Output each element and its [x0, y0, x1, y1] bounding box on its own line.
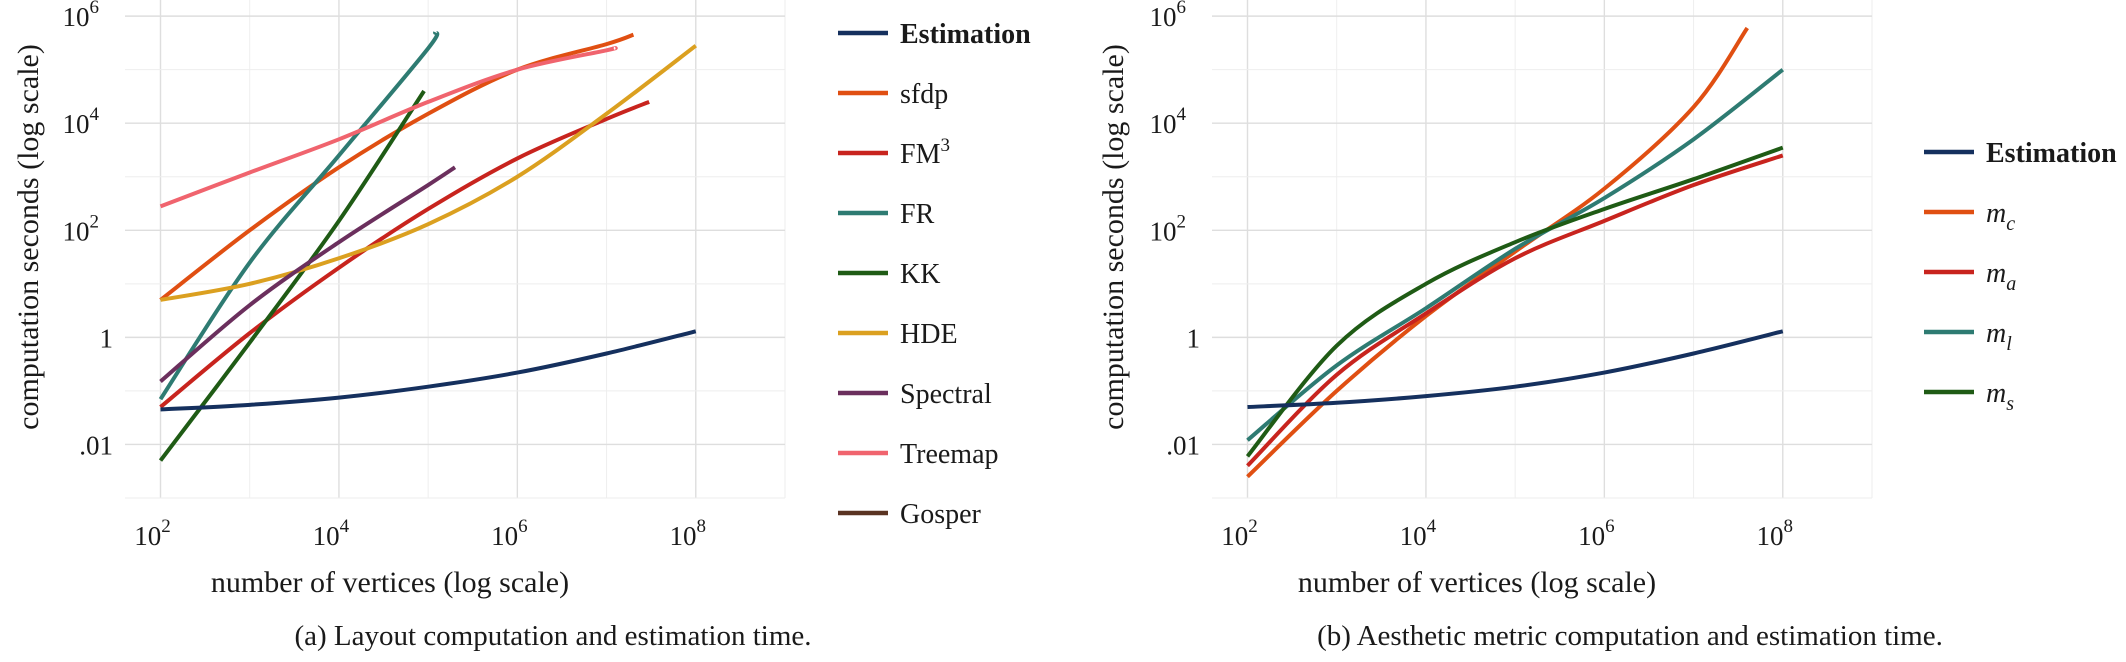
chart-a-y-tick-label: 1 — [100, 323, 114, 353]
chart-b-legend-label-ma: ma — [1986, 258, 2016, 295]
chart-b-legend: Estimation mc ma ml ms — [1924, 138, 2117, 415]
chart-b-x-tick-label: 108 — [1757, 516, 1794, 551]
chart-b-series-lines — [1245, 26, 1785, 479]
chart-b-grid — [1212, 0, 1873, 499]
chart-a-legend: Estimation sfdp FM3 FR KK HDE Spectral Treemap G… — [838, 19, 1031, 530]
chart-a-x-tick-label: 106 — [491, 516, 527, 551]
chart-b-legend-label-estimation: Estimation — [1986, 138, 2117, 169]
chart-a: 102 104 106 108 .01 1 102 104 106 number of verti… — [12, 0, 1031, 652]
chart-a-legend-label-spectral: Spectral — [900, 379, 992, 410]
chart-b-y-tick-label: 104 — [1150, 104, 1187, 139]
chart-a-x-axis-label: number of vertices (log scale) — [211, 566, 569, 599]
chart-a-x-tick-label: 104 — [313, 516, 350, 551]
chart-a-legend-label-fm3: FM3 — [900, 135, 950, 170]
chart-a-series-line-hde — [160, 44, 698, 302]
chart-b-legend-label-mc: mc — [1986, 198, 2015, 235]
chart-b-series-line-ma — [1246, 153, 1784, 468]
chart-a-series-line-estimation — [160, 329, 697, 412]
chart-a-y-tick-label: 104 — [63, 104, 100, 139]
chart-a-grid — [125, 0, 786, 499]
chart-b-y-tick-label: 106 — [1150, 0, 1187, 32]
chart-a-legend-label-fr: FR — [900, 199, 935, 230]
chart-b-series-line-mc — [1246, 26, 1749, 479]
chart-a-legend-label-sfdp: sfdp — [900, 79, 948, 110]
chart-b-legend-label-ms: ms — [1986, 378, 2014, 415]
chart-a-series-line-sfdp — [159, 32, 635, 302]
chart-b-x-tick-label: 106 — [1578, 516, 1615, 551]
chart-a-y-axis-label: computation seconds (log scale) — [12, 44, 45, 430]
chart-a-x-tick-label: 102 — [134, 516, 171, 551]
chart-b-series-line-ms — [1245, 145, 1784, 458]
chart-b: 102 104 106 108 .01 1 102 104 106 number of verti… — [1097, 0, 2117, 652]
chart-b-x-tick-label: 102 — [1221, 516, 1258, 551]
chart-b-y-axis-label: computation seconds (log scale) — [1097, 44, 1130, 430]
chart-b-x-axis-label: number of vertices (log scale) — [1298, 566, 1656, 599]
chart-b-series-line-ml — [1246, 68, 1785, 442]
chart-b-caption: (b) Aesthetic metric computation and est… — [1317, 620, 1943, 652]
chart-a-y-tick-label: 102 — [63, 211, 100, 246]
chart-a-y-tick-label: .01 — [79, 430, 113, 460]
chart-a-series-line-treemap — [159, 46, 618, 209]
chart-b-y-tick-label: .01 — [1166, 430, 1200, 460]
chart-b-y-tick-label: 1 — [1187, 323, 1201, 353]
chart-b-x-tick-label: 104 — [1400, 516, 1437, 551]
chart-b-legend-label-ml: ml — [1986, 318, 2012, 355]
chart-a-series-line-spectral — [159, 165, 457, 384]
chart-a-caption: (a) Layout computation and estimation ti… — [294, 620, 811, 652]
chart-a-series-lines — [158, 30, 698, 462]
chart-a-legend-label-treemap: Treemap — [900, 439, 999, 470]
chart-a-x-tick-label: 108 — [670, 516, 707, 551]
chart-a-series-line-fr — [158, 30, 440, 401]
chart-b-y-tick-label: 102 — [1150, 211, 1187, 246]
chart-a-legend-label-hde: HDE — [900, 319, 958, 350]
chart-a-legend-label-kk: KK — [900, 259, 940, 290]
chart-a-y-tick-label: 106 — [63, 0, 100, 32]
chart-b-series-line-estimation — [1247, 329, 1784, 410]
chart-a-legend-label-estimation: Estimation — [900, 19, 1031, 50]
chart-a-legend-label-gosper: Gosper — [900, 499, 982, 530]
